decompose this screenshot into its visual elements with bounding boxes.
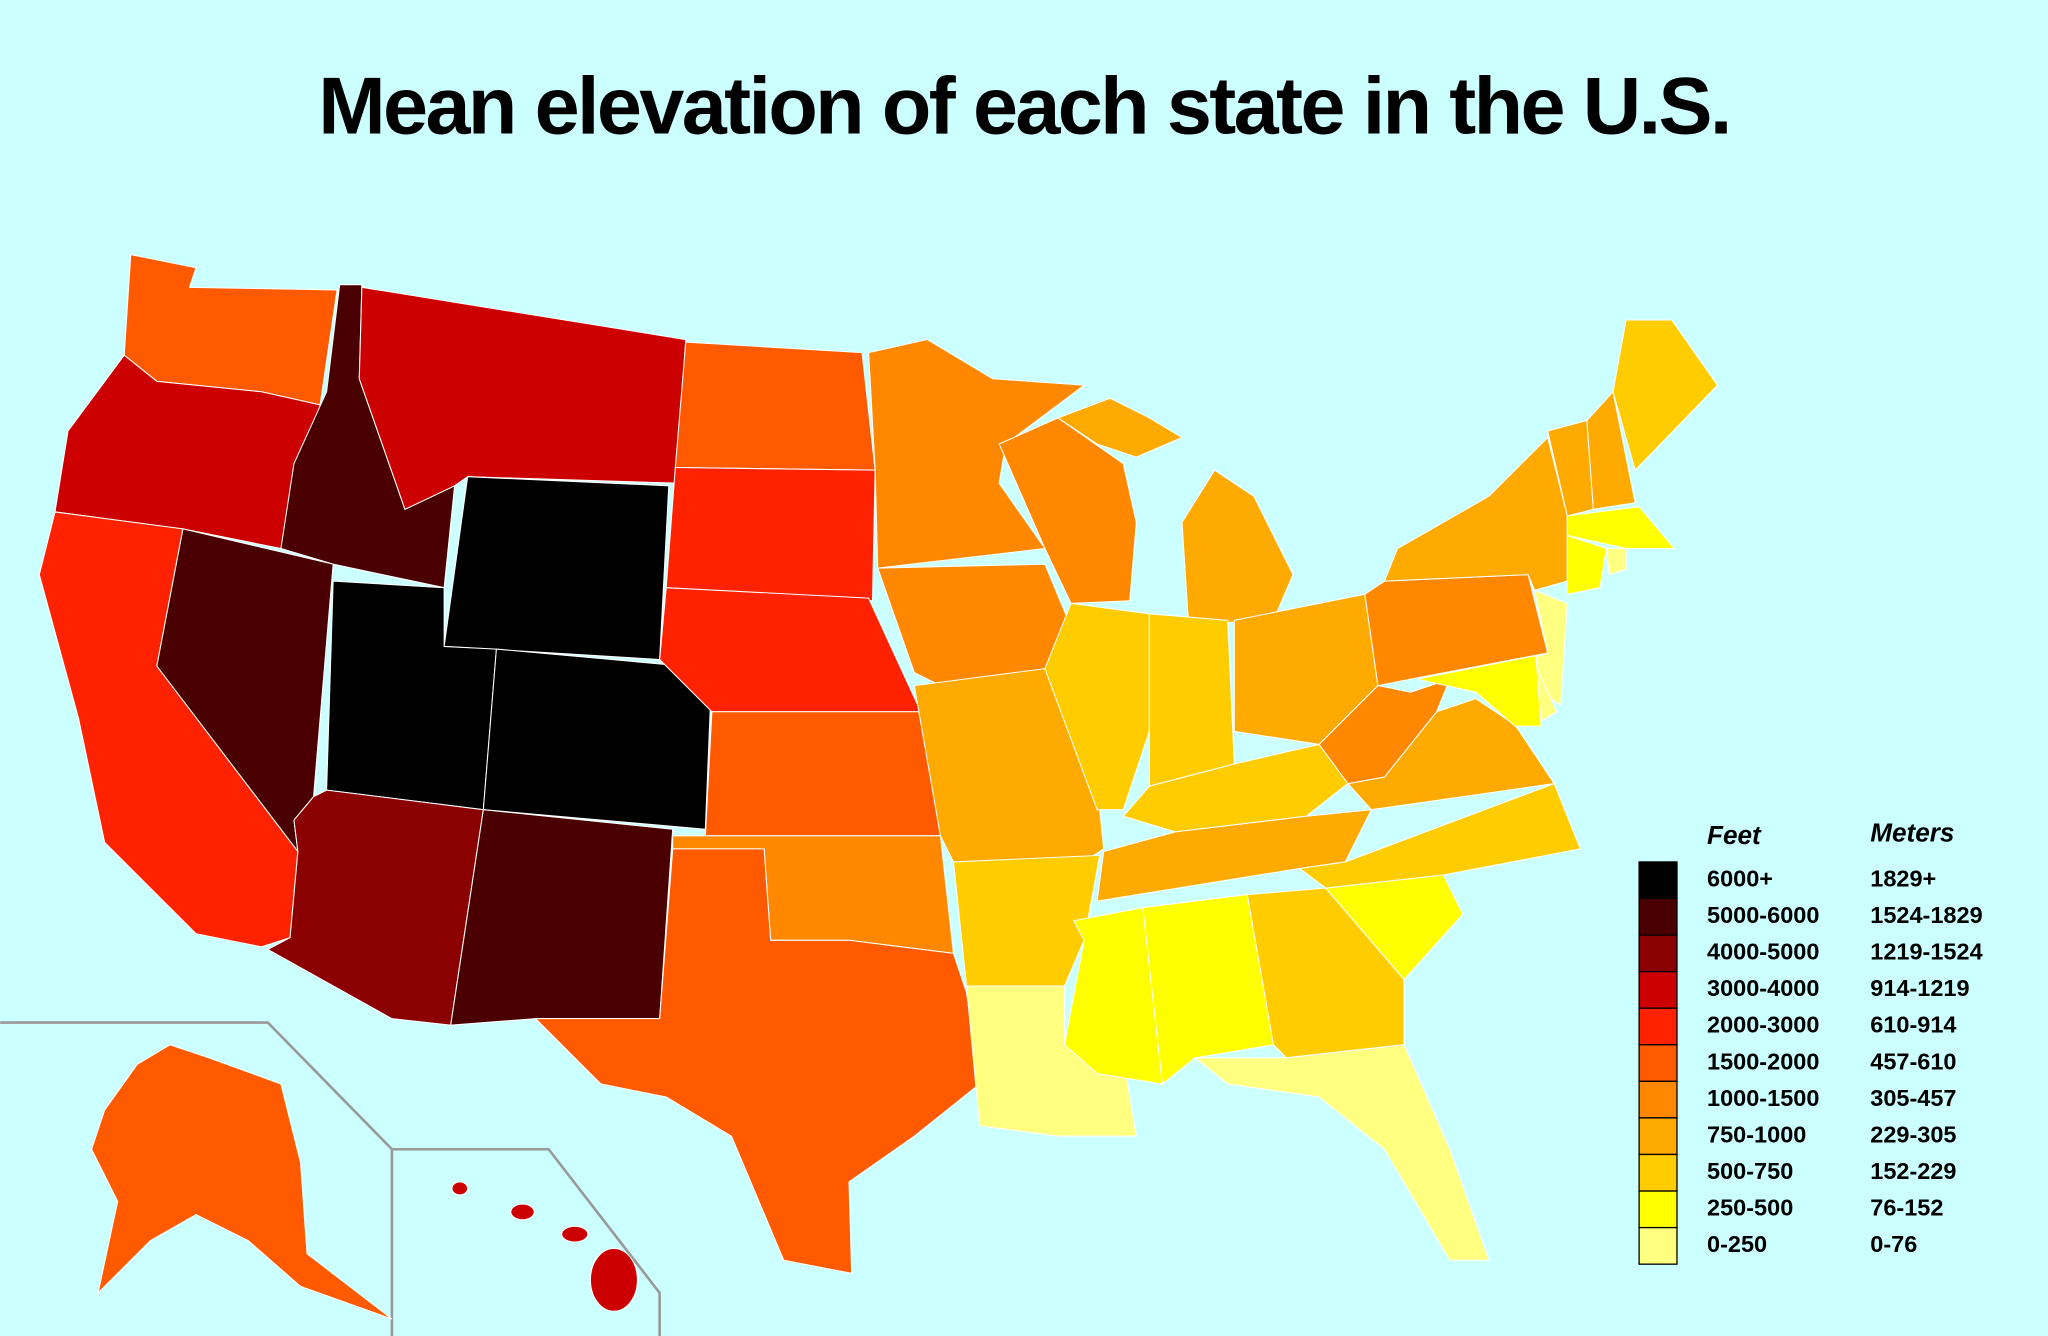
legend-swatch [1638,1080,1678,1119]
inset-border [0,1021,394,1336]
legend-meters: 610-914 [1870,1012,1956,1038]
legend-swatch [1638,1044,1678,1082]
legend-meters: 76-152 [1870,1195,1943,1221]
map-title: Mean elevation of each state in the U.S. [318,62,1730,152]
legend-swatch [1638,970,1678,1009]
legend-meters: 914-1219 [1870,975,1969,1001]
legend-meters: 1219-1524 [1870,939,1982,965]
legend-feet: 1500-2000 [1707,1048,1819,1074]
legend-feet: 1000-1500 [1707,1085,1819,1111]
state-wy [443,476,670,661]
state-la [965,985,1137,1137]
states [38,254,1719,1320]
legend-header: Meters [1870,817,1954,847]
legend-meters: 0-76 [1870,1231,1917,1257]
legend-header: Feet [1707,820,1762,850]
legend-feet: 0-250 [1707,1231,1767,1257]
state-ar [952,854,1101,987]
state-nm [450,809,674,1026]
state-fl [1193,1044,1490,1261]
legend-meters: 152-229 [1870,1158,1956,1184]
inset-border [391,1147,661,1336]
state-al [1142,894,1275,1085]
state-ks [704,711,942,837]
state-me [1612,319,1719,472]
legend-feet: 4000-5000 [1707,939,1819,965]
state-in [1148,613,1235,787]
state-tx [534,848,981,1274]
state-hi [589,1247,638,1312]
state-hi [451,1181,469,1196]
legend-meters: 1829+ [1870,865,1936,891]
state-sd [665,467,876,602]
legend-meters: 1524-1829 [1870,902,1982,928]
state-ct [1566,534,1608,595]
state-ak [90,1044,393,1320]
legend-meters: 229-305 [1870,1121,1956,1147]
legend-feet: 250-500 [1707,1195,1793,1221]
state-ma [1566,506,1676,550]
legend-swatch [1638,1117,1678,1156]
legend-feet: 2000-3000 [1707,1012,1819,1038]
legend-feet: 750-1000 [1707,1121,1806,1147]
legend: 6000+ 1829+ 5000-6000 1524-1829 4000-5000 121… [1638,861,1983,1265]
legend-feet: 5000-6000 [1707,902,1819,928]
state-tn [1096,809,1373,902]
legend-swatch [1638,897,1678,936]
state-ri [1605,547,1627,576]
legend-feet: 6000+ [1707,865,1773,891]
state-nc [1298,782,1582,889]
legend-swatch [1638,1007,1678,1046]
state-hi [510,1203,535,1221]
state-mi-upper [1056,397,1184,458]
state-wv [1318,678,1451,785]
state-hi [561,1225,589,1243]
legend-meters: 457-610 [1870,1048,1956,1074]
state-nd [674,341,876,471]
state-md [1416,654,1542,727]
state-nh [1586,390,1636,510]
legend-feet: 3000-4000 [1707,975,1819,1001]
legend-swatch [1638,1226,1678,1265]
legend-swatch [1638,861,1678,900]
state-mn [868,338,1086,569]
legend-meters: 305-457 [1870,1085,1956,1111]
legend-swatch [1638,1153,1678,1192]
legend-swatch [1638,934,1678,973]
legend-feet: 500-750 [1707,1158,1793,1184]
legend-swatch [1638,1190,1678,1229]
